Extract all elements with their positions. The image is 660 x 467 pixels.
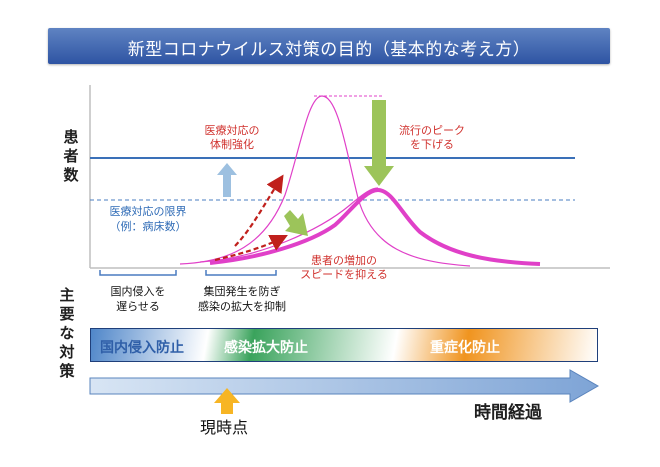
measures-label-char: 主 bbox=[59, 286, 75, 304]
slow-increase-annotation: 患者の増加の スピードを抑える bbox=[296, 254, 392, 282]
now-arrow bbox=[214, 388, 240, 414]
phase-line: 集団発生を防ぎ bbox=[203, 285, 281, 298]
slow-increase-arrow bbox=[284, 210, 308, 236]
timeline-arrow bbox=[89, 369, 600, 403]
annotation-line: を下げる bbox=[410, 138, 454, 151]
phase2-bracket bbox=[205, 270, 277, 276]
annotation-line: 体制強化 bbox=[210, 138, 254, 151]
measures-label-char: 要 bbox=[59, 305, 75, 323]
annotation-line: 医療対応の限界 bbox=[109, 205, 187, 218]
measures-label-char: 策 bbox=[59, 362, 75, 380]
measures-bar bbox=[90, 328, 598, 362]
policy-severe-prevention: 重症化防止 bbox=[430, 340, 500, 356]
annotation-line: 患者の増加の bbox=[311, 254, 377, 267]
title-banner: 新型コロナウイルス対策の目的（基本的な考え方） bbox=[48, 28, 610, 64]
phase2-label: 集団発生を防ぎ 感染の拡大を抑制 bbox=[192, 284, 292, 314]
phase1-bracket bbox=[99, 270, 177, 276]
annotation-line: 医療対応の bbox=[204, 124, 260, 137]
measures-label: 主 要 な 対 策 bbox=[58, 286, 76, 381]
phase-line: 遅らせる bbox=[116, 300, 160, 313]
unmitigated-curve bbox=[179, 95, 471, 267]
mitigated-curve bbox=[209, 187, 541, 266]
phase-line: 感染の拡大を抑制 bbox=[198, 300, 286, 313]
measures-label-char: な bbox=[59, 324, 75, 342]
annotation-line: 流行のピーク bbox=[399, 124, 465, 137]
lower-peak-annotation: 流行のピーク を下げる bbox=[392, 124, 472, 152]
y-axis-label-char: 患 bbox=[63, 128, 79, 146]
annotation-line: （例：病床数） bbox=[109, 220, 187, 233]
medical-system-annotation: 医療対応の 体制強化 bbox=[196, 124, 268, 152]
lower-peak-arrow bbox=[364, 100, 394, 186]
medical-limit-annotation: 医療対応の限界 （例：病床数） bbox=[100, 204, 196, 234]
policy-spread-prevention: 感染拡大防止 bbox=[224, 340, 308, 356]
red-dashed-arrow-upper bbox=[234, 174, 284, 247]
time-elapsed-label: 時間経過 bbox=[474, 403, 542, 423]
red-dashed-arrow-lower bbox=[214, 235, 288, 262]
mitigated-curve-thin bbox=[199, 187, 379, 263]
phase-line: 国内侵入を bbox=[110, 285, 166, 298]
measures-label-char: 対 bbox=[59, 343, 75, 361]
annotation-line: スピードを抑える bbox=[300, 268, 388, 281]
y-axis-label: 患 者 数 bbox=[62, 128, 80, 185]
now-label: 現時点 bbox=[200, 418, 249, 437]
phase1-label: 国内侵入を 遅らせる bbox=[96, 284, 180, 314]
y-axis-label-char: 数 bbox=[63, 166, 79, 184]
y-axis-label-char: 者 bbox=[63, 147, 79, 165]
policy-border-prevention: 国内侵入防止 bbox=[100, 340, 184, 356]
page-title: 新型コロナウイルス対策の目的（基本的な考え方） bbox=[127, 40, 531, 60]
